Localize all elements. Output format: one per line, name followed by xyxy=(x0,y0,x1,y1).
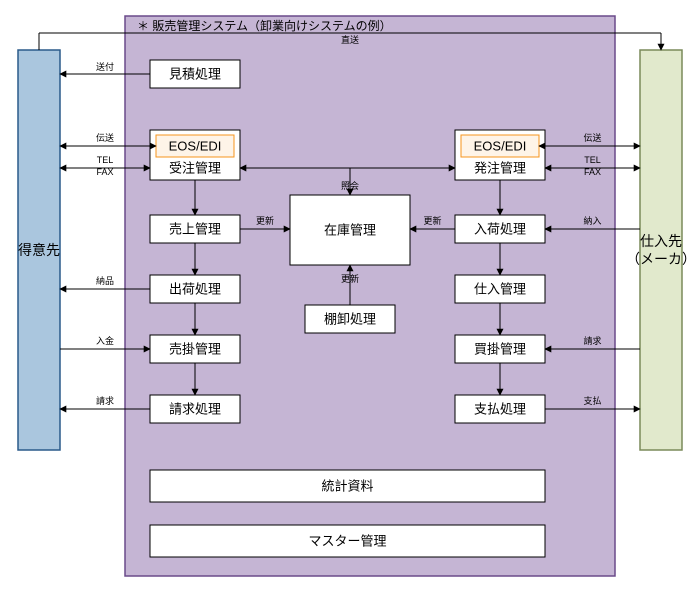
svg-text:請求: 請求 xyxy=(96,395,114,406)
svg-text:更新: 更新 xyxy=(256,215,274,226)
svg-text:支払処理: 支払処理 xyxy=(474,402,526,417)
svg-text:受注管理: 受注管理 xyxy=(169,161,221,176)
svg-text:伝送: 伝送 xyxy=(583,132,601,143)
svg-text:（メーカ）: （メーカ） xyxy=(626,251,696,267)
svg-text:棚卸処理: 棚卸処理 xyxy=(324,312,376,327)
svg-text:TEL: TEL xyxy=(97,155,114,165)
svg-text:更新: 更新 xyxy=(423,215,441,226)
svg-text:買掛管理: 買掛管理 xyxy=(474,342,526,357)
svg-text:見積処理: 見積処理 xyxy=(169,67,221,82)
svg-text:請求: 請求 xyxy=(583,335,601,346)
svg-text:売掛管理: 売掛管理 xyxy=(169,342,221,357)
svg-text:EOS/EDI: EOS/EDI xyxy=(169,139,222,154)
svg-text:入荷処理: 入荷処理 xyxy=(474,222,526,237)
svg-text:マスター管理: マスター管理 xyxy=(308,534,386,549)
svg-text:請求処理: 請求処理 xyxy=(169,402,221,417)
svg-text:統計資料: 統計資料 xyxy=(321,479,373,494)
svg-text:FAX: FAX xyxy=(96,167,113,177)
svg-text:送付: 送付 xyxy=(96,61,114,72)
svg-text:＊ 販売管理システム（卸業向けシステムの例）: ＊ 販売管理システム（卸業向けシステムの例） xyxy=(137,18,392,33)
svg-text:FAX: FAX xyxy=(584,167,601,177)
svg-text:更新: 更新 xyxy=(341,273,359,284)
svg-text:納品: 納品 xyxy=(96,275,114,286)
svg-text:納入: 納入 xyxy=(583,215,601,226)
svg-text:入金: 入金 xyxy=(96,335,114,346)
svg-text:仕入管理: 仕入管理 xyxy=(474,282,526,297)
svg-text:仕入先: 仕入先 xyxy=(640,233,682,249)
svg-text:照会: 照会 xyxy=(341,180,359,191)
svg-text:在庫管理: 在庫管理 xyxy=(324,223,376,238)
svg-text:売上管理: 売上管理 xyxy=(169,222,221,237)
svg-text:EOS/EDI: EOS/EDI xyxy=(474,139,527,154)
svg-text:直送: 直送 xyxy=(341,34,359,45)
sales-system-diagram: ＊ 販売管理システム（卸業向けシステムの例） 得意先 仕入先 （メーカ） 直送見積処理 E… xyxy=(0,0,700,591)
svg-text:得意先: 得意先 xyxy=(18,242,60,258)
svg-text:伝送: 伝送 xyxy=(96,132,114,143)
svg-text:支払: 支払 xyxy=(583,395,601,406)
svg-text:TEL: TEL xyxy=(584,155,601,165)
svg-text:出荷処理: 出荷処理 xyxy=(169,282,221,297)
svg-text:発注管理: 発注管理 xyxy=(474,161,526,176)
